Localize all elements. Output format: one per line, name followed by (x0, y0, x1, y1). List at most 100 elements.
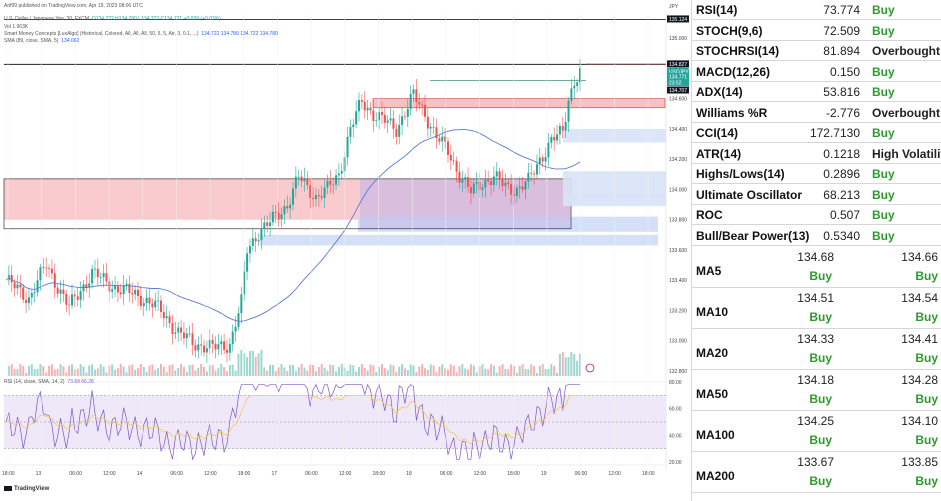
candle-body (96, 268, 99, 278)
candle-body (564, 121, 567, 131)
time-axis-label: 18:00 (373, 471, 386, 477)
smc-indicator-legend[interactable]: Smart Money Concepts [LuxAlgo] (Historic… (4, 31, 278, 37)
indicator-value: 73.774 (823, 3, 860, 17)
candle-body (392, 118, 395, 129)
candle-body (383, 114, 386, 123)
volume-bar (228, 365, 231, 376)
candle-body (19, 284, 22, 288)
volume-bar (93, 369, 96, 376)
volume-bar (214, 370, 217, 376)
candle-body (340, 171, 343, 174)
volume-bar (260, 350, 263, 376)
candle-body (165, 316, 168, 319)
rsi-axis-label: 40.00 (669, 433, 682, 439)
candle-body (68, 304, 71, 306)
candle-body (432, 126, 435, 128)
sma-indicator-legend[interactable]: SMA (89, close, SMA, 5) 134.062 (4, 38, 79, 44)
volume-bar (225, 371, 228, 376)
time-axis-label: 18:00 (2, 471, 15, 477)
candle-body (415, 89, 418, 102)
volume-bar (455, 372, 458, 376)
price-chart-panel[interactable]: 135.000134.800134.600134.400134.200134.0… (0, 0, 690, 501)
time-axis-label: 19 (541, 471, 547, 477)
ma-row: MA10 134.51 Buy 134.54 Buy (692, 288, 941, 329)
indicator-name: MACD(12,26) (696, 64, 771, 79)
candle-body (286, 206, 289, 209)
candle-body (76, 296, 79, 300)
time-axis-label: 06:00 (305, 471, 318, 477)
time-axis-label: 18:00 (507, 471, 520, 477)
indicator-row: CCI(14) 172.7130 Buy (692, 123, 941, 143)
candle-body (128, 283, 131, 293)
price-badge-text: 134.707 (669, 88, 687, 94)
candle-body (266, 222, 269, 226)
volume-bar (297, 367, 300, 376)
volume-bar (289, 364, 292, 376)
candle-body (567, 100, 570, 122)
candle-body (309, 184, 312, 198)
volume-bar (507, 369, 510, 376)
volume-bar (309, 364, 312, 376)
volume-bar (535, 372, 538, 376)
candle-body (71, 294, 74, 306)
symbol-name: U.S. Dollar / Japanese Yen, 30, FXCM (4, 16, 90, 22)
volume-bar (553, 366, 556, 376)
volume-bar (432, 365, 435, 376)
currency-label: JPY (669, 4, 679, 10)
candle-body (438, 138, 441, 142)
volume-bar (360, 364, 363, 376)
indicator-row: Ultimate Oscillator 68.213 Buy (692, 185, 941, 205)
candle-body (441, 136, 444, 142)
volume-info: Vol 1.963K (4, 24, 29, 30)
volume-bar (88, 365, 91, 376)
rsi-indicator-legend[interactable]: RSI (14, close, SMA, 14, 2) 73.69 66.28 (4, 379, 94, 385)
volume-bar (266, 371, 269, 376)
volume-bar (363, 367, 366, 376)
volume-bar (369, 364, 372, 376)
volume-bar (490, 364, 493, 376)
candle-body (320, 196, 323, 198)
volume-bar (501, 364, 504, 376)
candle-body (306, 178, 309, 185)
volume-bar (512, 365, 515, 376)
volume-bar (306, 370, 309, 376)
volume-bar (326, 370, 329, 376)
candle-body (25, 299, 28, 303)
candle-body (16, 284, 19, 289)
time-axis-label: 18:00 (642, 471, 655, 477)
candle-body (116, 286, 119, 293)
indicator-action: High Volatility (872, 146, 941, 161)
price-badge (667, 15, 689, 23)
indicator-action: Buy (872, 208, 895, 222)
sma-line (5, 129, 581, 322)
candle-body (246, 253, 249, 272)
ma-name: MA20 (696, 346, 729, 360)
volume-bar (42, 366, 45, 376)
volume-bar (65, 372, 68, 376)
volume-bar (386, 370, 389, 376)
candle-body (444, 136, 447, 142)
volume-bar (561, 352, 564, 376)
ma-exponential-value: 134.10 (901, 414, 938, 428)
volume-bar (168, 365, 171, 376)
candle-body (280, 214, 283, 220)
indicator-action: Buy (872, 23, 895, 38)
time-axis-label: 18 (406, 471, 412, 477)
candle-body (524, 181, 527, 190)
volume-bar (105, 372, 108, 376)
volume-bar (7, 365, 10, 376)
volume-bar (458, 366, 461, 376)
sma-name: SMA (89, close, SMA, 5) (4, 38, 59, 44)
candle-body (223, 341, 226, 350)
candle-body (303, 178, 306, 182)
ma-simple-value: 134.68 (797, 250, 834, 264)
volume-bar (56, 368, 59, 376)
candle-body (93, 268, 96, 270)
candle-body (515, 188, 518, 196)
chart-canvas[interactable]: 135.000134.800134.600134.400134.200134.0… (0, 0, 690, 501)
candle-body (159, 300, 162, 312)
candle-body (573, 85, 576, 89)
candle-body (429, 126, 432, 129)
candle-body (151, 303, 154, 308)
candle-body (349, 127, 352, 137)
